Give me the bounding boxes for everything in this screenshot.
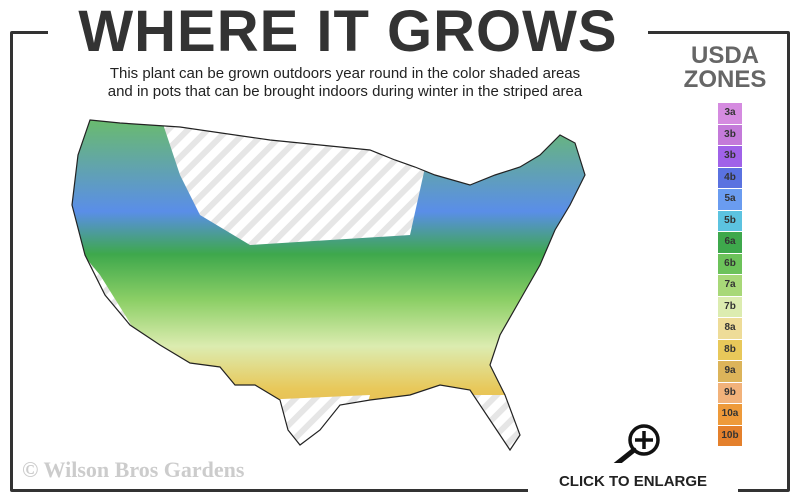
legend-title-line-1: USDA [690,42,759,69]
subtitle: This plant can be grown outdoors year ro… [40,65,650,101]
subtitle-line-1: This plant can be grown outdoors year ro… [109,65,581,82]
legend-zone-6b: 6b [718,253,742,274]
legend-zone-10a: 10a [718,404,742,425]
legend-zone-3b: 3b [718,124,742,145]
subtitle-line-2: and in pots that can be brought indoors … [107,83,583,100]
magnifier-plus-icon[interactable] [610,420,666,470]
zone-legend: 3a 3b 3b 4b 5a 5b 6a 6b 7a 7b 8a 8b 9a 9b 10a 10b [718,103,742,447]
legend-title: USDA ZONES [665,44,785,92]
legend-zone-3b: 3b [718,146,742,167]
legend-zone-5a: 5a [718,189,742,210]
page-title: WHERE IT GROWS [48,0,648,64]
us-map[interactable] [50,105,600,460]
us-outline [71,119,586,452]
legend-zone-9a: 9a [718,361,742,382]
legend-title-line-2: ZONES [683,66,767,93]
legend-zone-4b: 4b [718,167,742,188]
legend-zone-5b: 5b [718,210,742,231]
legend-zone-7b: 7b [718,296,742,317]
legend-zone-10b: 10b [718,425,742,446]
striped-area-gulf [260,395,370,450]
legend-zone-9b: 9b [718,382,742,403]
legend-zone-7a: 7a [718,275,742,296]
click-to-enlarge-button[interactable]: CLICK TO ENLARGE [528,463,738,493]
copyright-watermark: © Wilson Bros Gardens [22,457,245,482]
legend-zone-3a: 3a [718,103,742,124]
legend-zone-6a: 6a [718,232,742,253]
legend-zone-8b: 8b [718,339,742,360]
striped-area-florida [470,395,530,450]
legend-zone-8a: 8a [718,318,742,339]
